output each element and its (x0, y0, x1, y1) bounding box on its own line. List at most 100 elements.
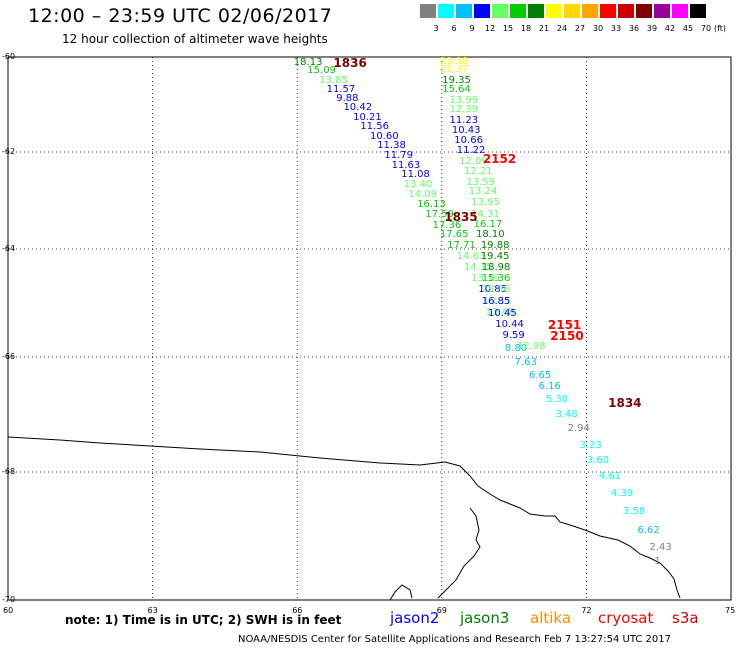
wave-height-value: 11.56 (360, 121, 389, 133)
pass-time-label: 2152 (482, 152, 517, 167)
map-title: 12:00 – 23:59 UTC 02/06/2017 (28, 5, 333, 27)
wave-height-value: 4.61 (598, 471, 622, 483)
wave-height-value: 11.38 (377, 140, 406, 152)
legend-swatch (564, 4, 580, 18)
wave-height-value: 10.66 (454, 135, 483, 147)
wave-height-value: 13.59 (466, 176, 495, 188)
legend-label: 36 (628, 24, 640, 33)
longitude-label: 72 (581, 606, 592, 615)
pass-time-label: 1834 (608, 396, 642, 410)
wave-height-value: 9.88 (336, 92, 359, 104)
wave-height-value: 13.24 (468, 186, 498, 198)
wave-height-value: 19.35 (442, 74, 471, 86)
pass-time-label: 2150 (550, 329, 584, 344)
wave-height-value: 7.63 (514, 356, 537, 368)
legend-swatch (438, 4, 454, 18)
wave-height-value: 10.85 (478, 283, 508, 295)
wave-height-value: 23.38 (439, 55, 469, 67)
longitude-label: 63 (147, 606, 158, 615)
wave-height-value: 18.13 (293, 56, 323, 68)
legend-label: 18 (520, 24, 532, 33)
wave-height-value: 16.17 (473, 218, 503, 230)
wave-height-value: 10.42 (343, 102, 373, 114)
legend-swatch (546, 4, 562, 18)
legend-label: 15 (502, 24, 514, 33)
latitude-label: -66 (2, 352, 16, 361)
wave-height-value: 15.09 (307, 65, 336, 77)
wave-height-value: 17.71 (447, 240, 476, 252)
legend-swatch (600, 4, 616, 18)
wave-height-value: 13.48 (485, 306, 515, 318)
legend-swatch (654, 4, 670, 18)
legend-label: 3 (433, 24, 439, 33)
wave-height-value: 10.44 (495, 318, 524, 330)
wave-height-value: 16.13 (417, 199, 446, 211)
satellite-altika: altika (530, 609, 572, 627)
legend-label: 70 (700, 24, 712, 33)
wave-height-value: 2.94 (567, 422, 590, 434)
wave-height-value: 19.36 (481, 283, 511, 295)
inlet-coastline (437, 507, 481, 599)
longitude-label: 75 (725, 606, 736, 615)
legend-unit: (ft) (713, 24, 727, 33)
legend-swatch (618, 4, 634, 18)
legend-label: 42 (664, 24, 676, 33)
wave-height-value: 17.65 (439, 229, 469, 241)
footnote: note: 1) Time is in UTC; 2) SWH is in fe… (65, 613, 342, 627)
wave-height-value: 6.65 (529, 369, 552, 381)
antarctic-coastline (7, 436, 681, 599)
wave-height-value: 1 (654, 555, 661, 567)
wave-height-value: 6.16 (538, 381, 561, 393)
latitude-label: -70 (2, 595, 16, 604)
wave-height-value: 11.08 (401, 169, 430, 181)
latitude-label: -68 (2, 467, 16, 476)
wave-height-value: 13.11 (483, 295, 512, 307)
wave-height-value: 19.88 (480, 240, 510, 252)
legend-swatch (582, 4, 598, 18)
wave-height-value: 2.43 (649, 541, 672, 553)
latitude-label: -60 (2, 52, 16, 61)
wave-height-value: 14.15 (463, 261, 493, 273)
wave-height-value: 11.22 (456, 144, 486, 156)
legend-label: 45 (682, 24, 694, 33)
wave-height-value: 11.63 (391, 159, 421, 171)
ice-shelf-edge (389, 584, 413, 601)
wave-height-value: 11.23 (449, 115, 479, 127)
wave-height-value: 21.37 (439, 64, 469, 76)
wave-height-value: 5.38 (545, 394, 569, 406)
legend-label: 21 (538, 24, 550, 33)
satellite-s3a: s3a (672, 609, 699, 627)
legend-label: 39 (646, 24, 658, 33)
longitude-label: 60 (3, 606, 14, 615)
wave-height-value: 13.85 (319, 74, 348, 86)
legend-swatch (456, 4, 472, 18)
satellite-cryosat: cryosat (598, 609, 654, 627)
latitude-label: -62 (2, 147, 16, 156)
wave-height-value: 12.98 (516, 341, 546, 353)
wave-height-value: 10.43 (451, 124, 481, 136)
wave-height-value: 13.95 (471, 196, 500, 208)
pass-time-label: 2151 (547, 317, 582, 332)
wave-height-value: 10.21 (353, 111, 382, 123)
wave-height-value: 3.58 (623, 505, 646, 517)
wave-height-value: 3.48 (555, 408, 578, 420)
legend-label: 27 (574, 24, 586, 33)
legend-swatch (474, 4, 490, 18)
wave-height-value: 15.36 (481, 272, 511, 284)
wave-height-value: 19.45 (480, 250, 510, 262)
wave-height-value: 3.23 (579, 440, 602, 452)
legend-label: 30 (592, 24, 604, 33)
graticule-grid (8, 57, 731, 600)
legend-label: 9 (469, 24, 475, 33)
wave-height-value: 13.99 (449, 94, 479, 106)
wave-height-value: 13.40 (403, 178, 433, 190)
legend-swatch (420, 4, 436, 18)
wave-height-value: 18.98 (481, 261, 511, 273)
legend-swatch (636, 4, 652, 18)
legend-swatch (690, 4, 706, 18)
map-frame (7, 56, 732, 601)
wave-height-value: 11.57 (326, 84, 356, 96)
credit-line: NOAA/NESDIS Center for Satellite Applica… (238, 634, 671, 645)
wave-height-value: 14.09 (408, 188, 438, 200)
